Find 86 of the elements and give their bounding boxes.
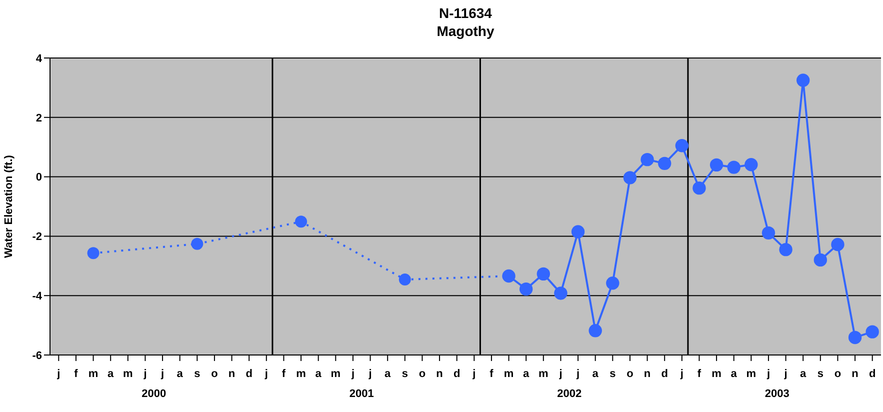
x-tick-label: a — [315, 368, 322, 380]
x-tick-label: d — [453, 368, 460, 380]
x-tick-label: m — [123, 368, 134, 380]
x-tick-label: f — [490, 368, 494, 380]
x-tick-label: s — [610, 368, 616, 380]
x-tick-label: s — [194, 368, 200, 380]
point — [692, 181, 706, 195]
point — [295, 216, 308, 228]
point — [796, 74, 810, 87]
x-tick-label: m — [712, 368, 722, 380]
x-tick-label: j — [472, 368, 476, 380]
x-tick-label: n — [436, 368, 444, 380]
x-tick-label: f — [74, 368, 78, 380]
x-tick-label: m — [538, 368, 549, 380]
x-tick-label: m — [504, 368, 514, 380]
x-tick-label: a — [108, 368, 115, 380]
x-tick-label: d — [868, 368, 876, 380]
x-tick-label: m — [746, 368, 756, 380]
y-tick-label: 2 — [36, 112, 42, 124]
chart-subtitle: Magothy — [436, 22, 496, 40]
x-tick-label: d — [661, 368, 668, 380]
point — [640, 152, 654, 166]
x-tick-label: a — [523, 368, 530, 380]
point — [814, 253, 828, 267]
x-tick-label: j — [576, 368, 580, 380]
point — [519, 282, 533, 296]
x-tick-label: a — [730, 368, 738, 380]
x-tick-label: n — [852, 368, 859, 380]
text: 2002 — [556, 388, 583, 400]
point — [831, 238, 844, 252]
x-tick-label: a — [384, 368, 392, 380]
x-tick-label: o — [418, 368, 426, 380]
point — [762, 226, 776, 240]
x-tick-label: m — [330, 368, 341, 380]
x-tick-label: a — [800, 368, 808, 380]
point — [744, 158, 758, 172]
x-tick-label: j — [766, 368, 770, 380]
x-tick-label: a — [176, 368, 184, 380]
point — [727, 160, 740, 174]
point — [658, 156, 672, 170]
text: 2003 — [764, 388, 790, 400]
x-tick-label: f — [697, 368, 702, 380]
x-tick-label: j — [56, 368, 60, 380]
point — [710, 158, 724, 172]
point — [623, 171, 637, 184]
point — [588, 324, 602, 338]
x-tick-label: f — [282, 368, 286, 380]
point — [87, 247, 100, 260]
text: 2000 — [140, 388, 168, 400]
x-tick-label: s — [817, 368, 824, 380]
x-tick-label: j — [160, 368, 164, 380]
point — [848, 330, 862, 344]
x-tick-label: m — [88, 368, 98, 380]
x-tick-label: j — [368, 368, 372, 380]
x-tick-label: o — [626, 368, 634, 380]
x-tick-label: m — [296, 368, 306, 380]
y-tick-label: 4 — [36, 52, 43, 65]
point — [536, 267, 550, 281]
x-tick-label: o — [211, 368, 218, 380]
point — [191, 238, 204, 250]
y-tick-label: -6 — [32, 350, 42, 362]
point — [675, 139, 689, 152]
point — [554, 286, 568, 300]
x-tick-label: j — [679, 368, 684, 380]
y-tick-label: -4 — [32, 290, 43, 303]
point — [571, 225, 585, 238]
point — [779, 242, 792, 256]
y-tick-label: -2 — [32, 231, 42, 244]
x-tick-label: s — [402, 368, 408, 380]
point — [398, 274, 411, 286]
y-axis-title: Water Elevation (ft.) — [2, 154, 15, 258]
x-tick-label: j — [783, 368, 788, 380]
point — [606, 276, 620, 290]
text: 2001 — [348, 388, 375, 400]
point — [866, 325, 879, 338]
x-tick-label: d — [246, 368, 252, 380]
x-tick-label: n — [644, 368, 651, 380]
x-tick-label: j — [558, 368, 562, 380]
y-tick-label: 0 — [36, 172, 42, 184]
x-tick-label: a — [592, 368, 600, 380]
x-tick-label: j — [142, 368, 147, 380]
chart-title: N-11634 — [438, 4, 493, 22]
x-tick-label: j — [264, 368, 268, 380]
x-tick-label: j — [350, 368, 354, 380]
x-tick-label: n — [228, 368, 236, 380]
x-tick-label: o — [834, 368, 842, 380]
